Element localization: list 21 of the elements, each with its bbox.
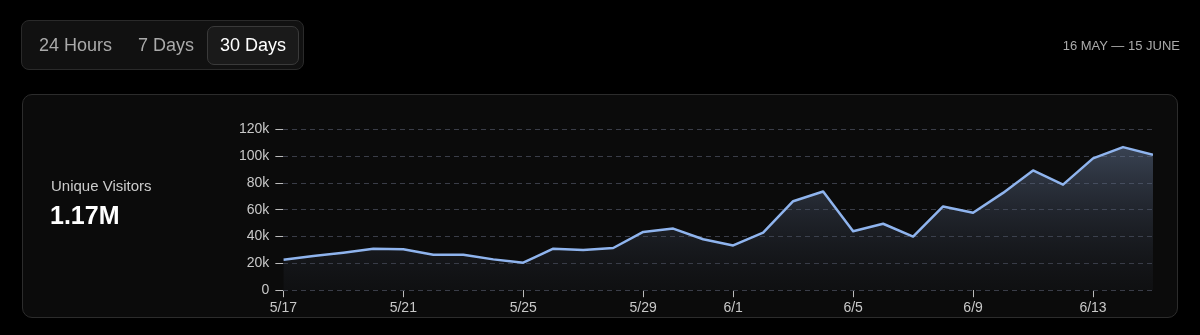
y-tick-label: 0 xyxy=(261,281,270,298)
x-tick-label: 6/1 xyxy=(723,299,744,316)
text: 30 Days xyxy=(207,25,300,65)
y-tick-label: 60k xyxy=(246,200,271,217)
text: 7 Days xyxy=(137,33,196,57)
y-tick-label: 100k xyxy=(239,147,271,164)
y-tick-label: 80k xyxy=(246,173,271,190)
x-tick-label: 6/9 xyxy=(963,299,984,316)
x-tick-label: 5/29 xyxy=(629,299,658,316)
x-tick-label: 5/17 xyxy=(269,299,298,316)
x-tick-label: 5/21 xyxy=(389,299,418,316)
x-tick-label: 6/5 xyxy=(843,299,864,316)
y-tick-label: 40k xyxy=(246,227,271,244)
text: 1.17M xyxy=(50,201,120,230)
text: 16 MAY — 15 JUNE xyxy=(1062,38,1180,53)
x-tick-label: 5/25 xyxy=(509,299,538,316)
y-tick-label: 20k xyxy=(246,254,271,271)
x-tick-label: 6/13 xyxy=(1079,299,1107,316)
y-tick-label: 120k xyxy=(239,120,271,137)
text: 24 Hours xyxy=(38,33,114,57)
text: Unique Visitors xyxy=(51,177,152,194)
